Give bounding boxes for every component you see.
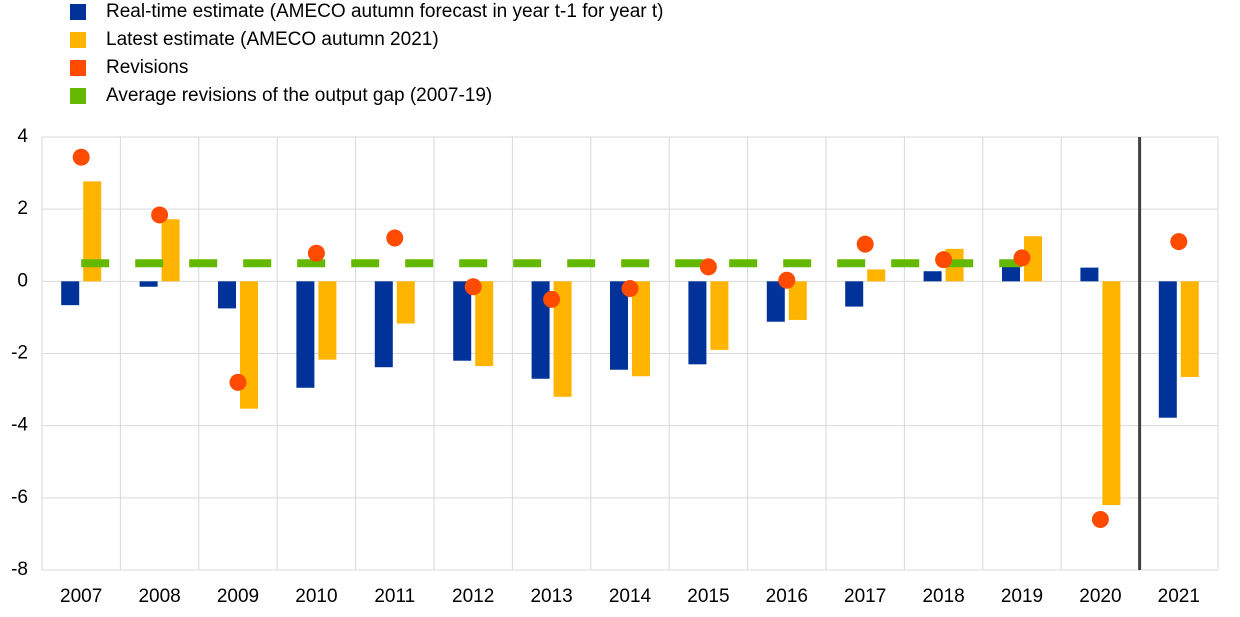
x-tick-label: 2016	[766, 586, 808, 607]
revision-dot	[72, 148, 90, 166]
legend-swatch	[70, 60, 86, 76]
y-tick-label: 0	[17, 270, 28, 291]
bar	[296, 281, 315, 388]
revision-dot	[464, 278, 482, 296]
legend-swatch	[70, 88, 86, 104]
legend-swatch	[70, 32, 86, 48]
bar	[1102, 281, 1121, 506]
bar	[766, 281, 785, 322]
x-tick-label: 2019	[1001, 586, 1043, 607]
x-tick-label: 2007	[60, 586, 102, 607]
x-tick-label: 2021	[1158, 586, 1200, 607]
bar	[374, 281, 393, 368]
y-tick-label: -2	[11, 343, 28, 364]
bar	[867, 269, 886, 282]
legend-label: Latest estimate (AMECO autumn 2021)	[106, 29, 439, 50]
bar	[1024, 236, 1042, 282]
y-tick-label: -4	[11, 415, 28, 436]
bar	[83, 181, 102, 282]
bar	[531, 281, 550, 379]
bar	[788, 281, 807, 320]
x-tick-label: 2009	[217, 586, 259, 607]
bar	[475, 281, 494, 367]
legend-label: Average revisions of the output gap (200…	[106, 85, 492, 106]
bar	[1158, 281, 1177, 418]
legend-swatch	[70, 4, 86, 20]
revision-dot	[151, 206, 169, 224]
revision-dot	[856, 235, 874, 253]
bar	[240, 281, 258, 409]
x-tick-label: 2020	[1079, 586, 1121, 607]
x-tick-label: 2012	[452, 586, 494, 607]
y-tick-label: 4	[17, 126, 28, 147]
bar	[318, 281, 337, 360]
x-tick-label: 2008	[138, 586, 180, 607]
bar	[845, 281, 864, 307]
revision-dot	[935, 251, 953, 269]
revision-dot	[386, 229, 404, 247]
bar	[139, 281, 158, 287]
bar	[453, 281, 472, 361]
legend-label: Revisions	[106, 57, 188, 78]
revision-dot	[778, 271, 796, 289]
revision-dot	[1013, 249, 1031, 267]
x-tick-label: 2011	[374, 586, 415, 607]
bar	[553, 281, 572, 397]
legend-label: Real-time estimate (AMECO autumn forecas…	[106, 1, 664, 22]
revision-dot	[1091, 510, 1109, 528]
y-tick-label: -8	[11, 559, 28, 580]
bar	[61, 281, 80, 306]
revision-dot	[543, 290, 561, 308]
y-tick-label: 2	[17, 198, 28, 219]
revision-dot	[699, 258, 717, 276]
y-tick-label: -6	[11, 487, 28, 508]
x-tick-label: 2017	[844, 586, 886, 607]
x-tick-label: 2014	[609, 586, 652, 607]
revision-dot	[621, 280, 639, 298]
revision-dot	[229, 373, 247, 391]
bar	[161, 219, 180, 282]
bar	[610, 281, 628, 370]
bar	[396, 281, 415, 324]
x-tick-label: 2015	[687, 586, 729, 607]
x-tick-label: 2018	[922, 586, 964, 607]
bar	[632, 281, 650, 377]
bar	[1180, 281, 1199, 377]
bar	[710, 281, 729, 350]
x-tick-label: 2010	[295, 586, 337, 607]
revision-dot	[307, 244, 325, 262]
x-tick-label: 2013	[530, 586, 572, 607]
revision-dot	[1170, 233, 1188, 251]
bar	[1080, 267, 1099, 282]
bar	[923, 271, 942, 282]
bar	[688, 281, 707, 365]
bar	[218, 281, 236, 309]
